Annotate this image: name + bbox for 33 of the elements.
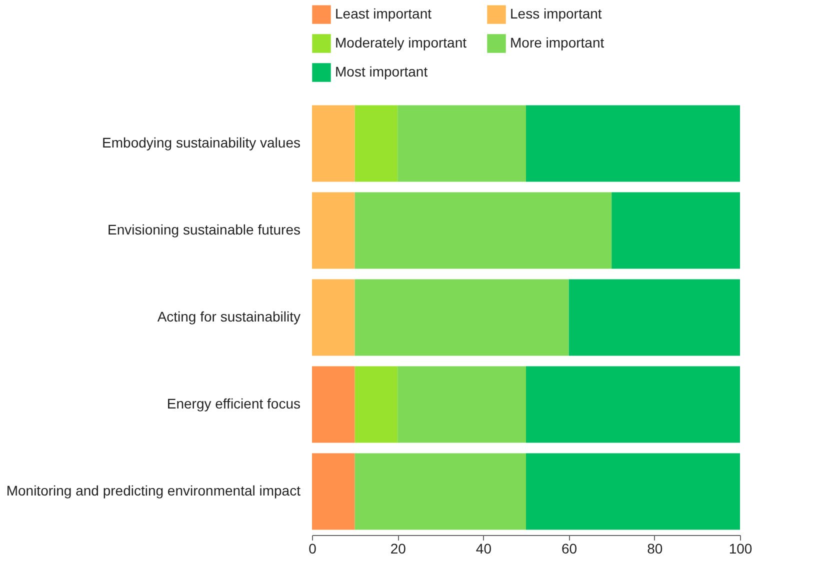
legend-label: More important <box>510 34 604 50</box>
bar <box>398 105 526 182</box>
bar <box>354 366 398 443</box>
bar <box>312 105 355 182</box>
y-tick-label: Energy efficient focus <box>166 396 300 412</box>
bar <box>398 366 526 443</box>
legend-label: Most important <box>335 64 428 80</box>
bar <box>312 366 355 443</box>
x-tick-label: 100 <box>728 540 752 556</box>
y-tick-label: Embodying sustainability values <box>102 134 300 150</box>
bar <box>312 279 355 356</box>
x-tick-label: 40 <box>476 540 492 556</box>
bar <box>354 192 612 269</box>
bar <box>312 192 355 269</box>
legend-label: Moderately important <box>335 34 467 50</box>
bar <box>354 279 569 356</box>
y-tick-label: Envisioning sustainable futures <box>107 222 300 238</box>
x-tick-label: 20 <box>390 540 406 556</box>
bar <box>526 366 740 443</box>
bar <box>568 279 740 356</box>
x-tick-label: 0 <box>308 540 317 556</box>
y-tick-label: Acting for sustainability <box>157 308 300 324</box>
bar <box>526 105 740 182</box>
bar <box>312 453 355 530</box>
legend-label: Least important <box>335 6 432 22</box>
bar <box>612 192 740 269</box>
y-tick-label: Monitoring and predicting environmental impact <box>6 482 301 498</box>
legend-label: Less important <box>510 6 602 22</box>
x-tick-label: 80 <box>647 540 663 556</box>
x-tick-label: 60 <box>562 540 578 556</box>
bar <box>354 453 526 530</box>
bar <box>354 105 398 182</box>
bar <box>526 453 740 530</box>
